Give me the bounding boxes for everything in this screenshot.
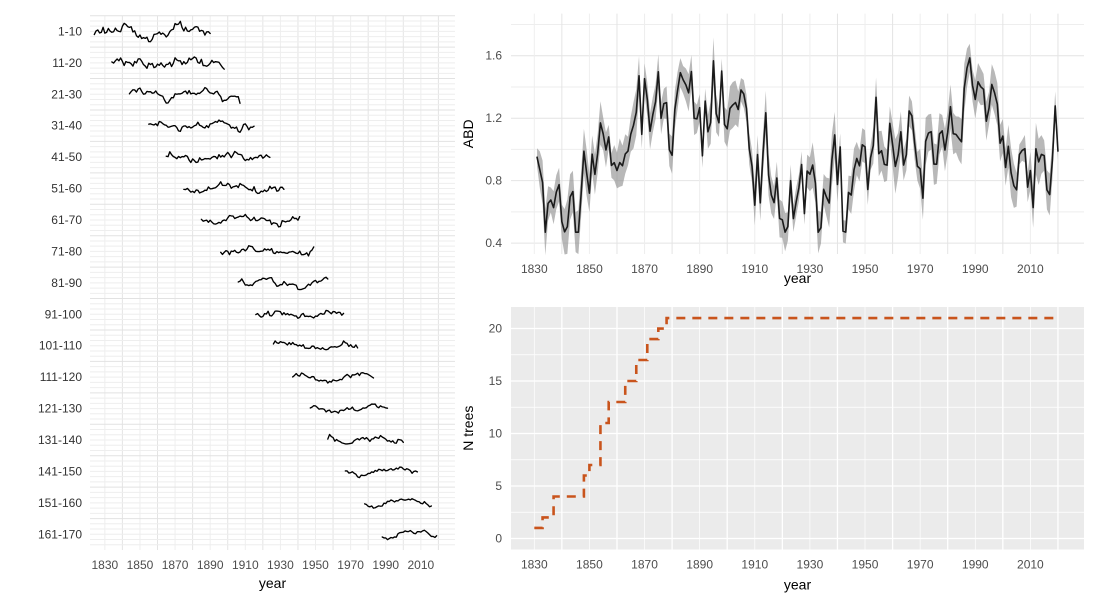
svg-text:year: year: [259, 575, 287, 591]
svg-text:1910: 1910: [741, 262, 768, 276]
svg-text:5: 5: [495, 479, 502, 493]
svg-text:1890: 1890: [686, 558, 713, 572]
svg-text:1890: 1890: [197, 558, 224, 572]
svg-text:1930: 1930: [797, 558, 824, 572]
svg-text:1970: 1970: [907, 558, 934, 572]
svg-text:1870: 1870: [631, 558, 658, 572]
svg-text:1850: 1850: [127, 558, 154, 572]
svg-text:1990: 1990: [962, 558, 989, 572]
svg-text:2010: 2010: [1017, 558, 1044, 572]
svg-text:81-90: 81-90: [51, 276, 82, 290]
svg-text:0.4: 0.4: [485, 236, 502, 250]
svg-text:1950: 1950: [852, 262, 879, 276]
svg-text:1970: 1970: [907, 262, 934, 276]
svg-text:101-110: 101-110: [39, 339, 82, 353]
svg-text:111-120: 111-120: [40, 370, 83, 384]
svg-text:31-40: 31-40: [51, 119, 82, 133]
svg-text:2010: 2010: [1017, 262, 1044, 276]
svg-text:91-100: 91-100: [45, 307, 83, 321]
svg-text:11-20: 11-20: [52, 56, 82, 70]
svg-text:51-60: 51-60: [51, 182, 82, 196]
svg-text:0.8: 0.8: [485, 174, 502, 188]
svg-text:year: year: [784, 577, 812, 593]
svg-text:1970: 1970: [337, 558, 364, 572]
svg-text:1910: 1910: [232, 558, 259, 572]
svg-text:2010: 2010: [407, 558, 434, 572]
svg-text:20: 20: [489, 322, 503, 336]
svg-text:1910: 1910: [741, 558, 768, 572]
svg-text:1830: 1830: [521, 558, 548, 572]
svg-text:ABD: ABD: [460, 119, 476, 148]
svg-text:41-50: 41-50: [51, 150, 82, 164]
svg-text:1990: 1990: [962, 262, 989, 276]
svg-text:71-80: 71-80: [51, 244, 82, 258]
svg-text:1950: 1950: [302, 558, 329, 572]
svg-text:1.6: 1.6: [485, 49, 502, 63]
svg-text:1-10: 1-10: [58, 24, 82, 38]
svg-text:161-170: 161-170: [38, 527, 82, 541]
svg-text:121-130: 121-130: [38, 402, 82, 416]
svg-text:1950: 1950: [852, 558, 879, 572]
svg-text:1890: 1890: [686, 262, 713, 276]
svg-text:1850: 1850: [576, 262, 603, 276]
svg-text:1870: 1870: [631, 262, 658, 276]
svg-text:1.2: 1.2: [485, 111, 502, 125]
svg-text:1850: 1850: [576, 558, 603, 572]
svg-text:1830: 1830: [521, 262, 548, 276]
svg-text:1990: 1990: [372, 558, 399, 572]
svg-text:151-160: 151-160: [38, 496, 82, 510]
svg-text:0: 0: [495, 532, 502, 546]
svg-text:year: year: [784, 270, 812, 286]
svg-text:1870: 1870: [162, 558, 189, 572]
svg-text:1930: 1930: [267, 558, 294, 572]
svg-text:141-150: 141-150: [38, 464, 82, 478]
svg-text:1830: 1830: [91, 558, 118, 572]
svg-text:61-70: 61-70: [51, 213, 82, 227]
svg-text:15: 15: [489, 374, 503, 388]
svg-text:N trees: N trees: [460, 406, 476, 451]
svg-text:131-140: 131-140: [38, 433, 82, 447]
svg-text:21-30: 21-30: [51, 87, 82, 101]
svg-text:10: 10: [489, 427, 503, 441]
